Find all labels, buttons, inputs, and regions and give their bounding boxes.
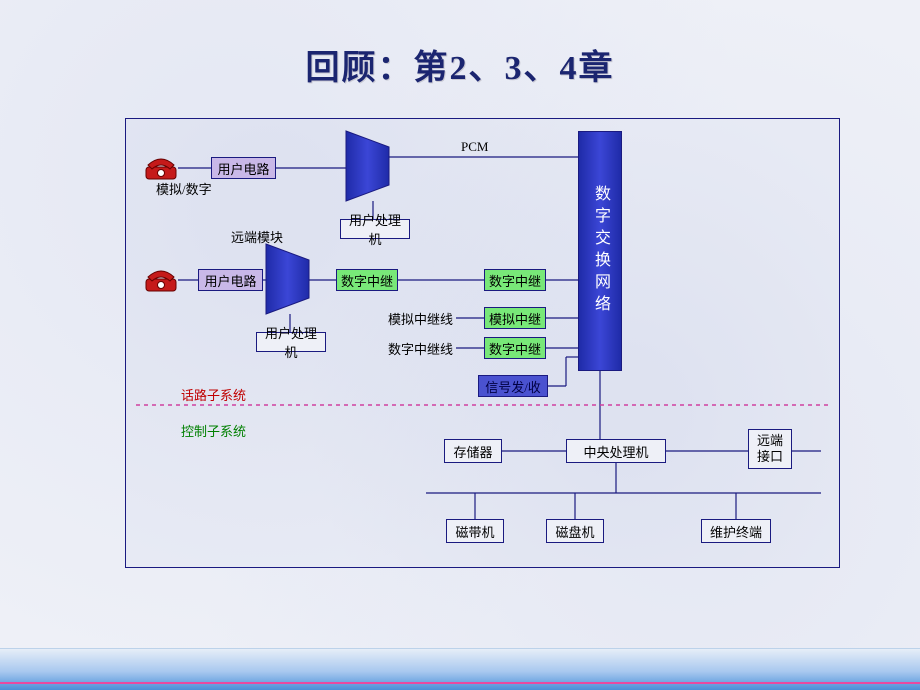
mux-trapezoid <box>346 131 389 201</box>
box-digital-relay-a: 数字中继 <box>336 269 398 291</box>
box-maint: 维护终端 <box>701 519 771 543</box>
box-signal: 信号发/收 <box>478 375 548 397</box>
phone-icon <box>146 271 176 291</box>
box-digital-relay-b: 数字中继 <box>484 269 546 291</box>
label-pcm: PCM <box>461 139 488 155</box>
box-tape: 磁带机 <box>446 519 504 543</box>
label-voice-sub: 话路子系统 <box>181 385 246 404</box>
diagram-frame: 用户电路用户电路用户处理机用户处理机数字中继数字中继模拟中继数字中继信号发/收数… <box>125 118 840 568</box>
box-digital-relay-c: 数字中继 <box>484 337 546 359</box>
box-user-proc-1: 用户处理机 <box>340 219 410 239</box>
box-switch-net: 数字交换网络 <box>578 131 622 371</box>
box-cpu: 中央处理机 <box>566 439 666 463</box>
box-analog-relay: 模拟中继 <box>484 307 546 329</box>
box-user-proc-2: 用户处理机 <box>256 332 326 352</box>
slide-footer <box>0 648 920 690</box>
box-user-circuit-2: 用户电路 <box>198 269 263 291</box>
label-analog-line: 模拟中继线 <box>388 309 453 328</box>
phone-icon <box>146 159 176 179</box>
slide: 回顾：第2、3、4章 用户电路用户电路用户处理机用户处理机数字中继数字中继模拟中… <box>0 0 920 690</box>
box-remote-if: 远端 接口 <box>748 429 792 469</box>
box-disk: 磁盘机 <box>546 519 604 543</box>
label-ctrl-sub: 控制子系统 <box>181 421 246 440</box>
slide-title: 回顾：第2、3、4章 <box>0 40 920 89</box>
label-digital-line: 数字中继线 <box>388 339 453 358</box>
label-analog-digital: 模拟/数字 <box>156 179 212 198</box>
box-memory: 存储器 <box>444 439 502 463</box>
mux-trapezoid <box>266 244 309 314</box>
label-remote-module: 远端模块 <box>231 227 283 246</box>
box-user-circuit-1: 用户电路 <box>211 157 276 179</box>
